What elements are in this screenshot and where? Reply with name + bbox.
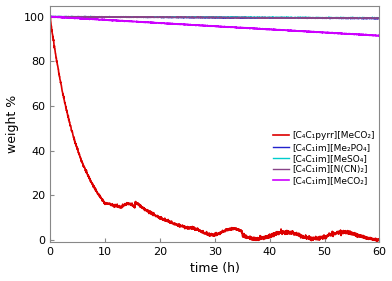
[C₄C₁im][Me₂PO₄]: [208, 16, 213, 19]
[C₄C₁im][MeSO₄]: [368, 16, 372, 19]
[C₄C₁im][MeCO₂]: [368, 34, 372, 37]
[C₄C₁pyrr][MeCO₂]: [368, 236, 372, 239]
[C₄C₁im][MeCO₂]: [377, 34, 382, 38]
[C₄C₁im][MeCO₂]: [47, 15, 52, 18]
[C₄C₁im][MeCO₂]: [48, 15, 53, 18]
[C₄C₁im][Me₂PO₄]: [64, 15, 69, 18]
[C₄C₁pyrr][MeCO₂]: [368, 237, 372, 241]
[C₄C₁im][MeCO₂]: [199, 24, 204, 27]
[C₄C₁im][MeSO₄]: [65, 15, 69, 19]
[C₄C₁im][N(CN)₂]: [199, 16, 204, 19]
[C₄C₁im][Me₂PO₄]: [83, 15, 87, 18]
[C₄C₁im][Me₂PO₄]: [368, 17, 372, 20]
[C₄C₁im][MeSO₄]: [47, 15, 52, 18]
[C₄C₁im][N(CN)₂]: [377, 17, 382, 20]
Line: [C₄C₁pyrr][MeCO₂]: [C₄C₁pyrr][MeCO₂]: [50, 17, 379, 241]
[C₄C₁im][MeSO₄]: [307, 16, 312, 19]
[C₄C₁im][MeSO₄]: [377, 16, 382, 20]
[C₄C₁im][MeCO₂]: [307, 30, 312, 33]
[C₄C₁im][MeCO₂]: [368, 33, 372, 37]
Line: [C₄C₁im][MeSO₄]: [C₄C₁im][MeSO₄]: [50, 16, 379, 18]
Y-axis label: weight %: weight %: [5, 95, 18, 153]
[C₄C₁pyrr][MeCO₂]: [307, 235, 312, 238]
Line: [C₄C₁im][N(CN)₂]: [C₄C₁im][N(CN)₂]: [50, 16, 379, 19]
Legend: [C₄C₁pyrr][MeCO₂], [C₄C₁im][Me₂PO₄], [C₄C₁im][MeSO₄], [C₄C₁im][N(CN)₂], [C₄C₁im]: [C₄C₁pyrr][MeCO₂], [C₄C₁im][Me₂PO₄], [C₄…: [272, 132, 375, 185]
[C₄C₁im][Me₂PO₄]: [307, 17, 312, 20]
[C₄C₁pyrr][MeCO₂]: [374, 239, 379, 243]
Line: [C₄C₁im][Me₂PO₄]: [C₄C₁im][Me₂PO₄]: [50, 16, 379, 19]
[C₄C₁im][Me₂PO₄]: [368, 17, 372, 20]
Line: [C₄C₁im][MeCO₂]: [C₄C₁im][MeCO₂]: [50, 16, 379, 36]
X-axis label: time (h): time (h): [190, 262, 240, 275]
[C₄C₁im][N(CN)₂]: [65, 15, 69, 19]
[C₄C₁pyrr][MeCO₂]: [65, 111, 69, 114]
[C₄C₁im][N(CN)₂]: [307, 16, 312, 19]
[C₄C₁pyrr][MeCO₂]: [47, 15, 52, 19]
[C₄C₁im][Me₂PO₄]: [373, 17, 377, 21]
[C₄C₁pyrr][MeCO₂]: [199, 231, 204, 234]
[C₄C₁im][N(CN)₂]: [47, 15, 52, 19]
[C₄C₁im][MeCO₂]: [65, 16, 69, 19]
[C₄C₁im][Me₂PO₄]: [199, 16, 204, 19]
[C₄C₁im][MeCO₂]: [208, 24, 213, 28]
[C₄C₁im][MeSO₄]: [199, 16, 204, 19]
[C₄C₁im][MeSO₄]: [63, 15, 68, 18]
[C₄C₁im][Me₂PO₄]: [47, 15, 52, 19]
[C₄C₁im][N(CN)₂]: [368, 17, 372, 20]
[C₄C₁im][Me₂PO₄]: [377, 17, 382, 20]
[C₄C₁im][MeSO₄]: [208, 15, 213, 19]
[C₄C₁im][MeSO₄]: [368, 16, 372, 19]
[C₄C₁im][MeSO₄]: [370, 17, 374, 20]
[C₄C₁im][N(CN)₂]: [374, 17, 379, 21]
[C₄C₁im][N(CN)₂]: [368, 17, 372, 20]
[C₄C₁pyrr][MeCO₂]: [208, 232, 213, 236]
[C₄C₁pyrr][MeCO₂]: [48, 15, 53, 18]
[C₄C₁im][N(CN)₂]: [208, 16, 213, 19]
[C₄C₁pyrr][MeCO₂]: [377, 239, 382, 242]
[C₄C₁im][N(CN)₂]: [57, 15, 62, 18]
